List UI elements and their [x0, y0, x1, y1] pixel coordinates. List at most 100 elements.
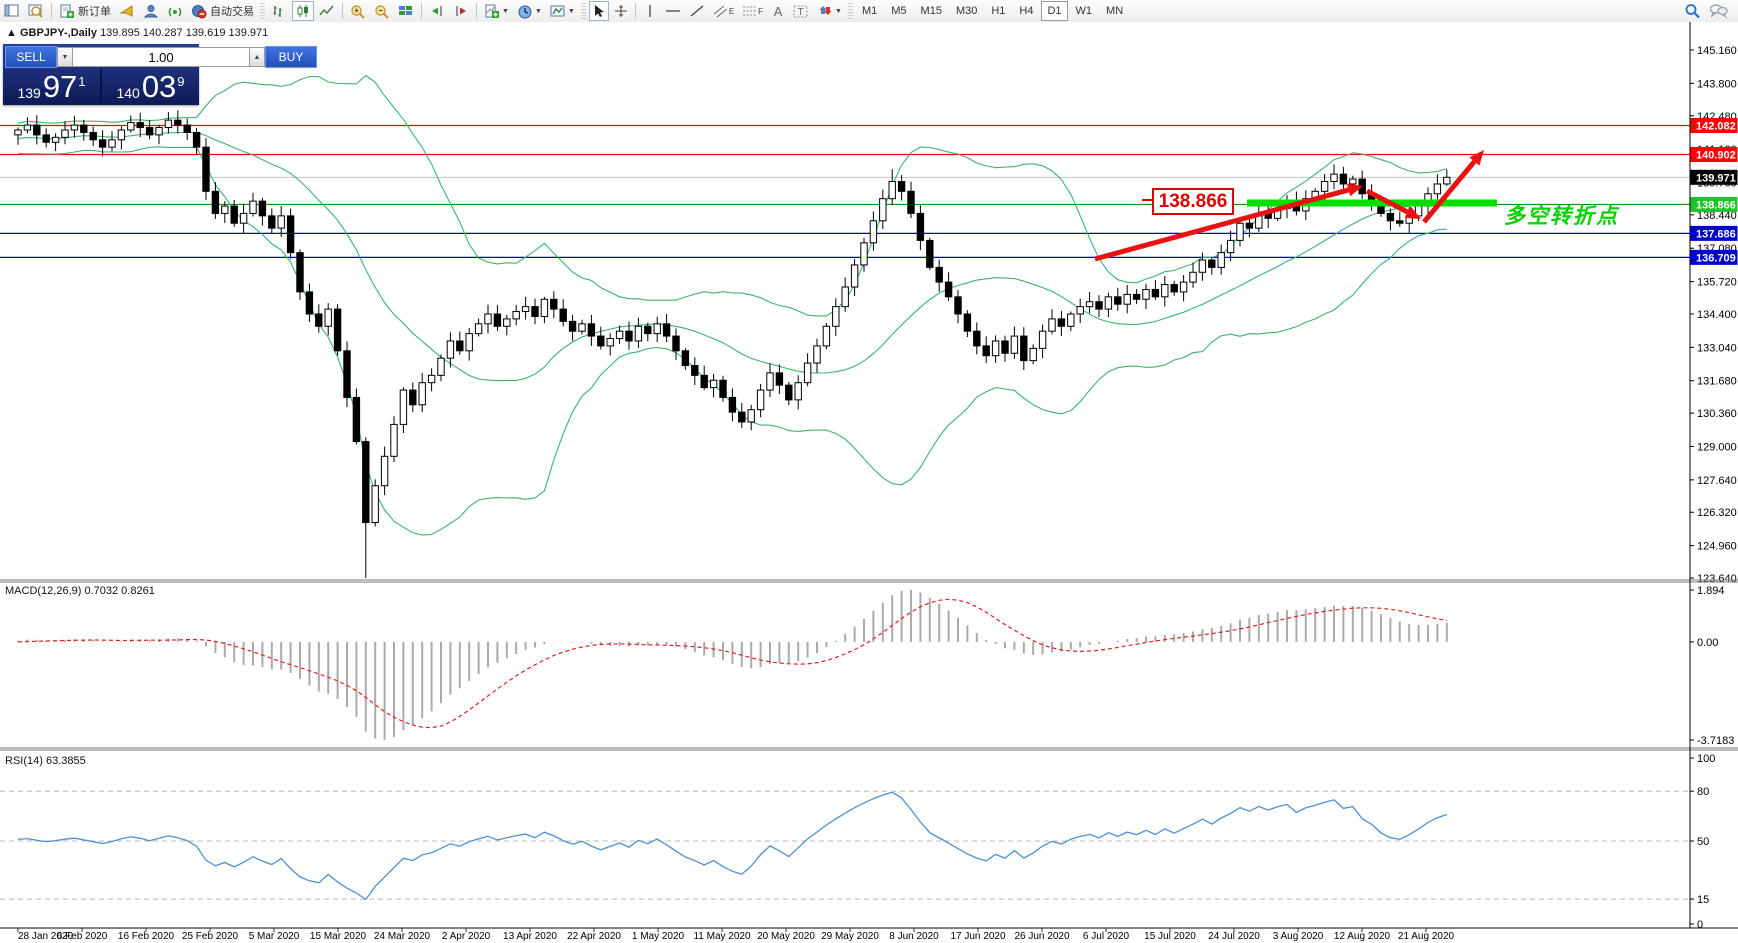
- sell-button[interactable]: SELL: [5, 46, 57, 68]
- main-pane[interactable]: [0, 74, 1690, 579]
- timeframe-H1[interactable]: H1: [991, 5, 1006, 17]
- search-button[interactable]: [1681, 1, 1704, 21]
- bid-price[interactable]: 139 97 1: [3, 69, 100, 103]
- zoom-in-button[interactable]: [347, 1, 369, 21]
- new-order-button[interactable]: 新订单: [56, 1, 114, 21]
- channel-tool-label: E: [728, 6, 735, 16]
- tile-windows-button[interactable]: [395, 1, 417, 21]
- template-icon: [550, 5, 565, 17]
- arrows-tool-button[interactable]: ▼: [814, 1, 845, 21]
- svg-text:130.360: 130.360: [1697, 408, 1737, 420]
- timeframe-M5[interactable]: M5: [891, 5, 907, 17]
- symbol-ohlc: 139.895 140.287 139.619 139.971: [100, 27, 269, 39]
- horizontal-line-icon: [665, 10, 680, 12]
- vertical-line-tool-button[interactable]: [640, 1, 660, 21]
- cursor-tool-button[interactable]: [588, 1, 609, 21]
- timeframe-M30[interactable]: M30: [955, 5, 978, 17]
- community-button[interactable]: [140, 1, 162, 21]
- price-flag-tick: [1142, 199, 1152, 201]
- autotrading-button[interactable]: 自动交易: [188, 1, 257, 21]
- svg-text:T: T: [798, 7, 804, 18]
- signals-button[interactable]: [164, 1, 186, 21]
- auto-scroll-icon: [432, 6, 442, 16]
- chart-area[interactable]: 145.160143.800142.480141.120139.760138.4…: [0, 22, 1738, 943]
- svg-text:124.960: 124.960: [1697, 541, 1737, 553]
- svg-text:133.040: 133.040: [1697, 342, 1737, 354]
- svg-text:100: 100: [1697, 753, 1715, 765]
- new-order-label: 新订单: [78, 6, 111, 18]
- new-chart-icon: [485, 4, 499, 18]
- person-icon: [143, 5, 159, 18]
- macd-indicator-label: MACD(12,26,9) 0.7032 0.8261: [5, 585, 155, 597]
- periods-button[interactable]: ▼: [514, 1, 545, 21]
- bar-chart-button[interactable]: [268, 1, 290, 21]
- data-window-button[interactable]: [25, 1, 47, 21]
- toolbar-right-group: [1680, 1, 1732, 21]
- buy-button[interactable]: BUY: [265, 46, 317, 68]
- bid-integer: 139: [17, 85, 41, 101]
- toolbar-separator: [342, 3, 343, 19]
- line-chart-button[interactable]: [316, 1, 338, 21]
- timeframe-M1[interactable]: M1: [861, 5, 878, 17]
- svg-text:15 Jul 2020: 15 Jul 2020: [1144, 931, 1196, 942]
- text-tool-button[interactable]: A: [768, 1, 788, 21]
- svg-text:142.082: 142.082: [1696, 121, 1736, 133]
- new-chart-button[interactable]: ▼: [481, 1, 512, 21]
- trendline-tool-button[interactable]: [686, 1, 708, 21]
- toolbar-grip: [260, 3, 265, 19]
- timeframe-W1[interactable]: W1: [1075, 5, 1093, 17]
- alerts-button[interactable]: [116, 1, 138, 21]
- text-label-icon: T: [793, 5, 808, 18]
- chat-button[interactable]: [1706, 1, 1731, 21]
- svg-text:29 May 2020: 29 May 2020: [821, 931, 879, 942]
- svg-text:11 May 2020: 11 May 2020: [693, 931, 751, 942]
- arrows-icon: [819, 6, 832, 15]
- trade-panel-prices: 139 97 1 140 03 9: [3, 69, 199, 103]
- svg-text:24 Mar 2020: 24 Mar 2020: [374, 931, 431, 942]
- crosshair-icon: [614, 5, 627, 17]
- trendline-icon: [690, 5, 704, 17]
- chart-shift-button[interactable]: [450, 1, 472, 21]
- dropdown-arrow-icon: ▼: [502, 7, 509, 15]
- ask-price[interactable]: 140 03 9: [102, 69, 199, 103]
- timeframe-D1[interactable]: D1: [1041, 1, 1068, 21]
- collapse-marker-icon[interactable]: ▲: [6, 27, 17, 39]
- fibonacci-tool-button[interactable]: F: [739, 1, 766, 21]
- turning-point-annotation[interactable]: 多空转折点: [1504, 205, 1619, 228]
- svg-text:25 Feb 2020: 25 Feb 2020: [182, 931, 239, 942]
- trade-panel-top-row: SELL ▼ ▲ BUY: [3, 44, 317, 68]
- trade-panel-divider: [100, 69, 102, 103]
- zoom-out-button[interactable]: [371, 1, 393, 21]
- candlestick-chart-icon: [297, 5, 308, 17]
- candlestick-chart-button[interactable]: [292, 1, 314, 21]
- auto-scroll-button[interactable]: [426, 1, 448, 21]
- svg-text:1 May 2020: 1 May 2020: [632, 931, 685, 942]
- new-order-icon: [60, 4, 74, 18]
- timeframe-MN[interactable]: MN: [1106, 5, 1124, 17]
- volume-increase-button[interactable]: ▲: [249, 47, 265, 67]
- ask-pips: 03: [141, 68, 177, 104]
- equidistant-channel-tool-button[interactable]: E: [710, 1, 737, 21]
- market-watch-icon: [4, 4, 19, 17]
- svg-text:126.320: 126.320: [1697, 507, 1737, 519]
- timeframe-M15[interactable]: M15: [920, 5, 942, 17]
- templates-button[interactable]: ▼: [547, 1, 578, 21]
- svg-text:137.686: 137.686: [1696, 228, 1736, 240]
- toolbar-separator: [634, 3, 636, 19]
- svg-text:15: 15: [1697, 894, 1709, 906]
- volume-decrease-button[interactable]: ▼: [57, 47, 73, 67]
- svg-text:136.709: 136.709: [1696, 252, 1736, 264]
- chart-shift-icon: [456, 6, 466, 16]
- svg-text:22 Apr 2020: 22 Apr 2020: [567, 931, 621, 942]
- volume-input[interactable]: [73, 47, 249, 67]
- toolbar-separator: [51, 3, 52, 19]
- zoom-out-icon: [375, 4, 389, 19]
- timeframe-H4[interactable]: H4: [1019, 5, 1034, 17]
- crosshair-tool-button[interactable]: [611, 1, 631, 21]
- price-level-flag[interactable]: 138.866: [1152, 188, 1234, 215]
- svg-text:3 Aug 2020: 3 Aug 2020: [1273, 931, 1324, 942]
- macd-pane[interactable]: [17, 590, 1448, 740]
- text-label-tool-button[interactable]: T: [790, 1, 812, 21]
- market-watch-button[interactable]: [1, 1, 23, 21]
- horizontal-line-tool-button[interactable]: [662, 1, 684, 21]
